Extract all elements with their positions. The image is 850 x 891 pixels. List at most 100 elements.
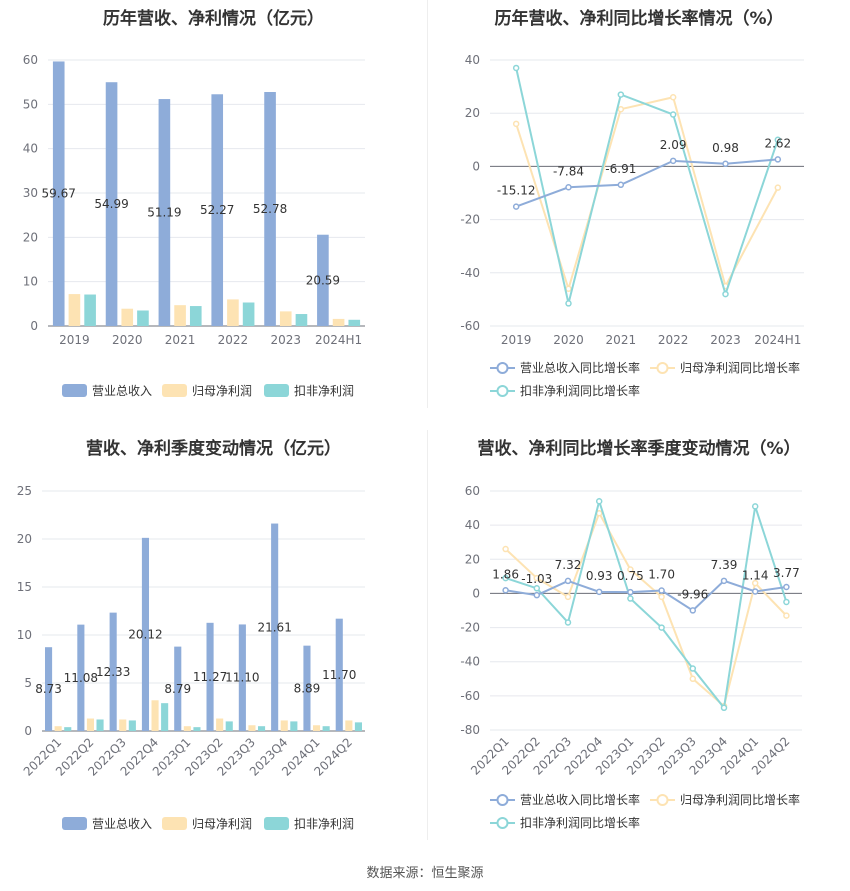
series-point bbox=[774, 136, 782, 144]
data-label: 2.09 bbox=[660, 138, 687, 152]
bar-revenue bbox=[271, 523, 279, 731]
y-tick-label: -20 bbox=[460, 621, 480, 635]
series-point bbox=[783, 612, 790, 619]
data-label: 7.32 bbox=[555, 558, 582, 572]
bar-revenue bbox=[238, 624, 246, 731]
data-source-note: 数据来源：恒生聚源 bbox=[366, 866, 484, 881]
data-label: 1.14 bbox=[742, 568, 769, 582]
series-point bbox=[627, 588, 634, 596]
bar-parent-net-profit bbox=[248, 725, 256, 731]
series-point bbox=[595, 497, 603, 505]
annual-growth-rate-chart: -60 -40 -20 0 20 40 2019 2020 2021 2022 2023 2024H1… bbox=[460, 53, 804, 398]
data-label: 52.27 bbox=[200, 203, 234, 217]
y-tick-label: 60 bbox=[465, 484, 480, 498]
bar-deducted-net-profit bbox=[242, 302, 255, 326]
bar-parent-net-profit bbox=[119, 719, 127, 731]
series-point bbox=[617, 105, 625, 113]
series-point bbox=[502, 574, 509, 582]
x-tick-label: 2022 bbox=[658, 333, 689, 347]
chart-title: 历年营收、净利同比增长率情况（%） bbox=[494, 9, 784, 29]
legend-label: 营业总收入同比增长率 bbox=[520, 792, 640, 807]
data-label: 8.73 bbox=[35, 682, 62, 696]
bar-parent-net-profit bbox=[86, 718, 95, 731]
series-point bbox=[751, 503, 759, 510]
legend-swatch bbox=[162, 817, 187, 830]
data-label: 11.27 bbox=[193, 670, 227, 684]
y-tick-label: -60 bbox=[460, 319, 480, 333]
data-label: 20.12 bbox=[128, 627, 162, 641]
chart-title: 历年营收、净利情况（亿元） bbox=[103, 9, 324, 29]
bar-revenue bbox=[335, 618, 343, 731]
series-point bbox=[722, 290, 729, 298]
legend-swatch bbox=[264, 817, 289, 830]
data-label: -15.12 bbox=[497, 184, 536, 198]
x-tick-label: 2019 bbox=[59, 333, 90, 347]
bar-deducted-net-profit bbox=[257, 726, 266, 731]
data-label: 51.19 bbox=[147, 206, 181, 220]
x-tick-label: 2023 bbox=[270, 333, 301, 347]
data-label: -6.91 bbox=[605, 162, 636, 176]
bar-parent-net-profit bbox=[151, 700, 159, 731]
series-point bbox=[512, 203, 520, 210]
bar-deducted-net-profit bbox=[193, 727, 201, 731]
x-tick-label: 2022 bbox=[218, 333, 249, 347]
legend-marker bbox=[496, 817, 509, 829]
bar-parent-net-profit bbox=[54, 726, 62, 731]
series-point bbox=[627, 566, 634, 573]
data-label: 7.39 bbox=[711, 558, 738, 572]
bar-deducted-net-profit bbox=[128, 720, 136, 731]
y-tick-label: 50 bbox=[23, 97, 38, 111]
bar-revenue bbox=[211, 94, 224, 326]
series-point bbox=[627, 595, 634, 602]
legend-label: 扣非净利润同比增长率 bbox=[520, 383, 640, 398]
bar-revenue bbox=[105, 82, 118, 326]
y-tick-label: -40 bbox=[460, 266, 480, 280]
bar-parent-net-profit bbox=[279, 311, 292, 326]
chart-title: 营收、净利季度变动情况（亿元） bbox=[86, 439, 341, 459]
bar-deducted-net-profit bbox=[84, 294, 96, 326]
bar-revenue bbox=[45, 647, 53, 731]
bar-revenue bbox=[174, 646, 182, 731]
bar-parent-net-profit bbox=[280, 720, 288, 731]
bar-parent-net-profit bbox=[183, 726, 191, 731]
bar-deducted-net-profit bbox=[161, 703, 169, 731]
data-label: 20.59 bbox=[306, 273, 340, 287]
legend-marker bbox=[496, 794, 509, 806]
y-tick-label: -40 bbox=[460, 655, 480, 669]
data-label: 54.99 bbox=[94, 197, 128, 211]
y-tick-label: 10 bbox=[17, 628, 32, 642]
data-label: 11.10 bbox=[225, 671, 259, 685]
data-label: 52.78 bbox=[253, 202, 287, 216]
series-point bbox=[774, 156, 782, 163]
bar-revenue bbox=[158, 99, 171, 326]
bar-deducted-net-profit bbox=[354, 722, 362, 731]
bar-deducted-net-profit bbox=[295, 314, 308, 326]
data-label: 3.77 bbox=[773, 566, 800, 580]
bar-parent-net-profit bbox=[332, 318, 345, 326]
legend-marker bbox=[656, 362, 669, 374]
series-point bbox=[783, 598, 790, 606]
data-label: 8.89 bbox=[294, 681, 321, 695]
legend-swatch bbox=[264, 384, 289, 397]
legend-marker bbox=[496, 362, 509, 374]
legend-marker bbox=[496, 385, 509, 397]
x-tick-label: 2020 bbox=[112, 333, 143, 347]
annual-growth-rate-panel: 历年营收、净利同比增长率情况（%） -60 -40 -20 0 20 40 2019 2020… bbox=[428, 0, 850, 408]
data-label: 0.98 bbox=[712, 141, 739, 155]
quarterly-revenue-profit-panel: 营收、净利季度变动情况（亿元） 0 5 10 15 20 25 2022Q1 2022Q2 20… bbox=[0, 430, 427, 840]
quarterly-revenue-profit-chart: 05101520252022Q12022Q22022Q32022Q42023Q1… bbox=[17, 484, 365, 831]
series-point bbox=[783, 583, 790, 591]
series-point bbox=[689, 607, 697, 614]
legend-label: 扣非净利润同比增长率 bbox=[520, 815, 640, 830]
chart-title: 营收、净利同比增长率季度变动情况（%） bbox=[477, 439, 801, 459]
quarterly-growth-rate-panel: 营收、净利同比增长率季度变动情况（%） -80 -60 -40 -20 0 20 40 60 2… bbox=[428, 430, 850, 840]
series-point bbox=[689, 675, 697, 683]
series-point bbox=[533, 591, 541, 599]
series-point bbox=[502, 587, 509, 594]
series-point bbox=[689, 665, 697, 672]
series-point bbox=[512, 120, 520, 128]
y-tick-label: -60 bbox=[460, 689, 480, 703]
bar-revenue bbox=[264, 92, 276, 326]
panel-divider bbox=[427, 430, 428, 840]
y-tick-label: 15 bbox=[17, 580, 32, 594]
